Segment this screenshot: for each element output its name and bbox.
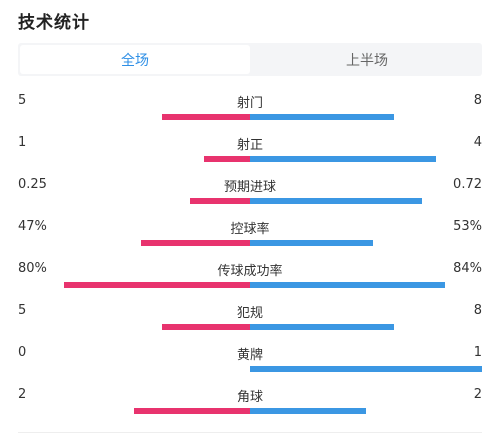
home-bar bbox=[190, 198, 250, 204]
home-value: 2 bbox=[18, 387, 27, 402]
stat-label: 黄牌 bbox=[236, 348, 263, 363]
home-bar bbox=[141, 240, 250, 246]
away-value: 4 bbox=[473, 135, 482, 150]
home-bar bbox=[134, 408, 250, 414]
stat-label: 控球率 bbox=[230, 222, 270, 237]
stat-row-yellow-cards: 0 黄牌 1 bbox=[0, 342, 500, 384]
away-bar bbox=[250, 240, 373, 246]
period-tabs: 全场 上半场 bbox=[18, 43, 482, 76]
away-value: 2 bbox=[473, 387, 482, 402]
stat-row-fouls: 5 犯规 8 bbox=[0, 300, 500, 342]
home-value: 1 bbox=[18, 135, 27, 150]
away-bar bbox=[250, 156, 436, 162]
away-bar bbox=[250, 366, 482, 372]
away-value: 84% bbox=[453, 261, 482, 276]
home-bar bbox=[162, 114, 250, 120]
home-value: 5 bbox=[18, 93, 27, 108]
away-bar bbox=[250, 324, 394, 330]
stat-row-expected-goals: 0.25 预期进球 0.72 bbox=[0, 174, 500, 216]
stat-label: 预期进球 bbox=[223, 180, 276, 195]
stat-label: 角球 bbox=[236, 390, 263, 405]
away-bar bbox=[250, 282, 445, 288]
away-value: 0.72 bbox=[453, 177, 482, 192]
stat-row-shots-on-target: 1 射正 4 bbox=[0, 132, 500, 174]
stat-row-pass-accuracy: 80% 传球成功率 84% bbox=[0, 258, 500, 300]
home-value: 0.25 bbox=[18, 177, 47, 192]
home-bar bbox=[204, 156, 250, 162]
home-value: 0 bbox=[18, 345, 27, 360]
away-bar bbox=[250, 408, 366, 414]
home-value: 47% bbox=[18, 219, 47, 234]
home-value: 80% bbox=[18, 261, 47, 276]
tab-full-match[interactable]: 全场 bbox=[20, 45, 250, 74]
away-bar bbox=[250, 198, 422, 204]
stat-label: 射正 bbox=[236, 138, 263, 153]
divider bbox=[18, 432, 482, 433]
tab-first-half[interactable]: 上半场 bbox=[346, 52, 388, 69]
stat-label: 传球成功率 bbox=[217, 264, 283, 279]
away-value: 8 bbox=[473, 93, 482, 108]
stat-label: 射门 bbox=[236, 96, 263, 111]
page-title: 技术统计 bbox=[18, 13, 90, 33]
home-bar bbox=[162, 324, 250, 330]
away-value: 53% bbox=[453, 219, 482, 234]
home-bar bbox=[64, 282, 250, 288]
away-value: 1 bbox=[473, 345, 482, 360]
stat-label: 犯规 bbox=[236, 306, 263, 321]
stat-row-corners: 2 角球 2 bbox=[0, 384, 500, 426]
home-value: 5 bbox=[18, 303, 27, 318]
stats-list: 5 射门 8 1 射正 4 0.25 预期进球 0.72 47% 控球率 53%… bbox=[0, 90, 500, 426]
away-value: 8 bbox=[473, 303, 482, 318]
away-bar bbox=[250, 114, 394, 120]
stat-row-shots: 5 射门 8 bbox=[0, 90, 500, 132]
stat-row-possession: 47% 控球率 53% bbox=[0, 216, 500, 258]
